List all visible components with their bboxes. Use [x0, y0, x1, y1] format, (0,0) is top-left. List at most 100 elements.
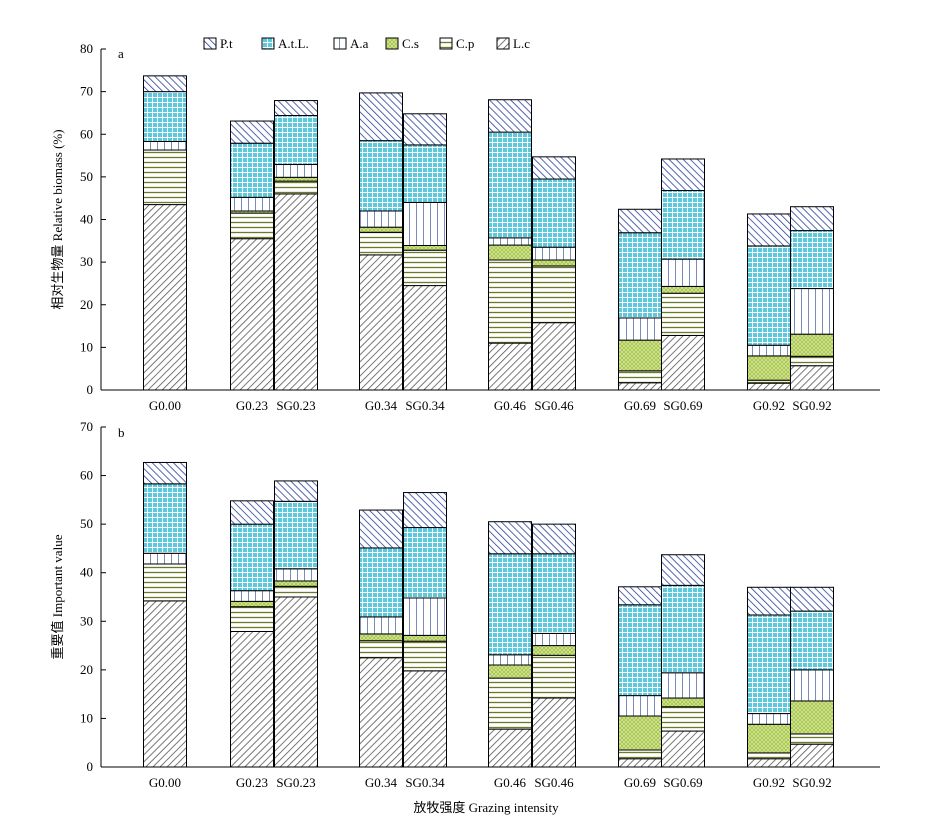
x-tick-label: SG0.34 — [405, 775, 445, 790]
bar-segment-c-s — [661, 285, 705, 294]
bar-segment-a-t-l — [661, 190, 705, 260]
bar-segment-p-t — [359, 509, 403, 549]
bar-sg0-92 — [790, 586, 834, 768]
bar-segment-a-t-l — [274, 500, 318, 570]
bar-g0-92 — [747, 213, 791, 391]
x-tick-label: G0.92 — [753, 398, 785, 413]
bar-segment-p-t — [274, 480, 318, 502]
bar-segment-a-a — [274, 164, 318, 178]
bar-segment-a-a — [747, 344, 791, 357]
bar-segment-a-t-l — [274, 114, 318, 166]
bar-segment-a-t-l — [143, 483, 187, 554]
bar-segment-l-c — [274, 193, 318, 391]
bar-segment-p-t — [488, 99, 532, 133]
bar-segment-a-t-l — [532, 178, 576, 248]
bar-segment-a-t-l — [488, 553, 532, 656]
bar-segment-c-p — [618, 749, 662, 760]
x-tick-label: SG0.92 — [792, 775, 831, 790]
x-tick-label: G0.00 — [149, 775, 181, 790]
x-tick-label: SG0.23 — [276, 775, 315, 790]
y-tick-label: 70 — [80, 419, 93, 434]
bar-segment-a-t-l — [790, 610, 834, 671]
bar-segment-c-s — [661, 697, 705, 708]
x-tick-label: G0.69 — [624, 398, 656, 413]
x-tick-label: G0.23 — [236, 775, 268, 790]
x-tick-label: SG0.34 — [405, 398, 445, 413]
panel-a-relative-biomass: 0 10 20 30 40 50 60 70 80 相对生物量 Relative biomass … — [50, 41, 880, 413]
bar-segment-c-s — [403, 245, 447, 251]
bar-segment-a-t-l — [790, 230, 834, 290]
bar-segment-p-t — [661, 158, 705, 192]
bar-segment-a-a — [618, 317, 662, 341]
bar-segment-a-a — [747, 713, 791, 725]
bar-segment-a-a — [274, 568, 318, 582]
x-tick-label: G0.34 — [365, 398, 398, 413]
y-tick-label: 50 — [80, 169, 93, 184]
bar-segment-a-a — [488, 237, 532, 246]
x-tick-label: G0.34 — [365, 775, 398, 790]
bar-segment-c-s — [790, 333, 834, 357]
bar-segment-c-s — [488, 244, 532, 261]
bar-segment-c-p — [359, 640, 403, 659]
bar-g0-34 — [359, 92, 403, 391]
bar-segment-c-s — [274, 176, 318, 182]
legend-swatch-c-s — [385, 37, 399, 50]
bar-segment-l-c — [143, 600, 187, 768]
bar-segment-a-a — [230, 196, 274, 212]
bar-segment-c-p — [230, 212, 274, 240]
bar-segment-c-p — [790, 733, 834, 745]
bar-segment-c-p — [359, 231, 403, 256]
bar-sg0-46 — [532, 156, 576, 391]
bar-segment-l-c — [747, 758, 791, 768]
bar-segment-l-c — [403, 285, 447, 391]
bar-segment-l-c — [274, 596, 318, 768]
bar-segment-l-c — [230, 630, 274, 768]
bar-segment-c-s — [230, 600, 274, 608]
bar-segment-p-t — [143, 461, 187, 485]
legend-label-c-p: C.p — [456, 36, 474, 51]
bar-segment-p-t — [790, 586, 834, 612]
bar-sg0-23 — [274, 100, 318, 391]
bar-segment-c-p — [488, 677, 532, 730]
bar-sg0-69 — [661, 158, 705, 391]
bar-segment-c-p — [618, 370, 662, 384]
bar-g0-46 — [488, 521, 532, 768]
legend-label-a-t-l: A.t.L. — [278, 36, 309, 51]
panel-label: a — [118, 46, 124, 61]
panel-label: b — [118, 425, 125, 440]
bar-segment-a-t-l — [618, 604, 662, 697]
bar-segment-l-c — [618, 382, 662, 391]
x-tick-label: G0.69 — [624, 775, 656, 790]
y-axis-title: 相对生物量 Relative biomass (%) — [50, 129, 65, 309]
x-tick-label: G0.00 — [149, 398, 181, 413]
bar-segment-a-a — [359, 616, 403, 635]
bar-segment-c-s — [274, 580, 318, 587]
bar-segment-l-c — [359, 657, 403, 768]
bar-segment-p-t — [488, 521, 532, 555]
legend-label-c-s: C.s — [402, 36, 419, 51]
y-tick-label: 60 — [80, 468, 93, 483]
y-tick-label: 20 — [80, 297, 93, 312]
bar-g0-46 — [488, 99, 532, 391]
bar-segment-p-t — [532, 523, 576, 555]
bar-segment-p-t — [143, 75, 187, 93]
bar-segment-l-c — [488, 728, 532, 768]
y-axis-title: 重要值 Important value — [50, 534, 65, 659]
panel-b-important-value: 0 10 20 30 40 50 60 70 重要值 Important value b G0.00… — [50, 419, 880, 790]
bar-segment-a-a — [790, 669, 834, 702]
bar-segment-p-t — [790, 206, 834, 232]
bar-segment-a-t-l — [661, 584, 705, 674]
bar-segment-a-a — [532, 246, 576, 261]
bar-segment-a-t-l — [618, 232, 662, 319]
bar-segment-c-p — [403, 640, 447, 672]
x-tick-label: SG0.92 — [792, 398, 831, 413]
legend-swatch-p-t — [203, 37, 217, 50]
bar-sg0-23 — [274, 480, 318, 768]
y-tick-label: 70 — [80, 84, 93, 99]
bar-segment-l-c — [143, 204, 187, 391]
bar-segment-p-t — [274, 100, 318, 116]
bar-g0-00 — [143, 461, 187, 768]
y-tick-label: 30 — [80, 613, 93, 628]
bar-segment-l-c — [532, 697, 576, 768]
